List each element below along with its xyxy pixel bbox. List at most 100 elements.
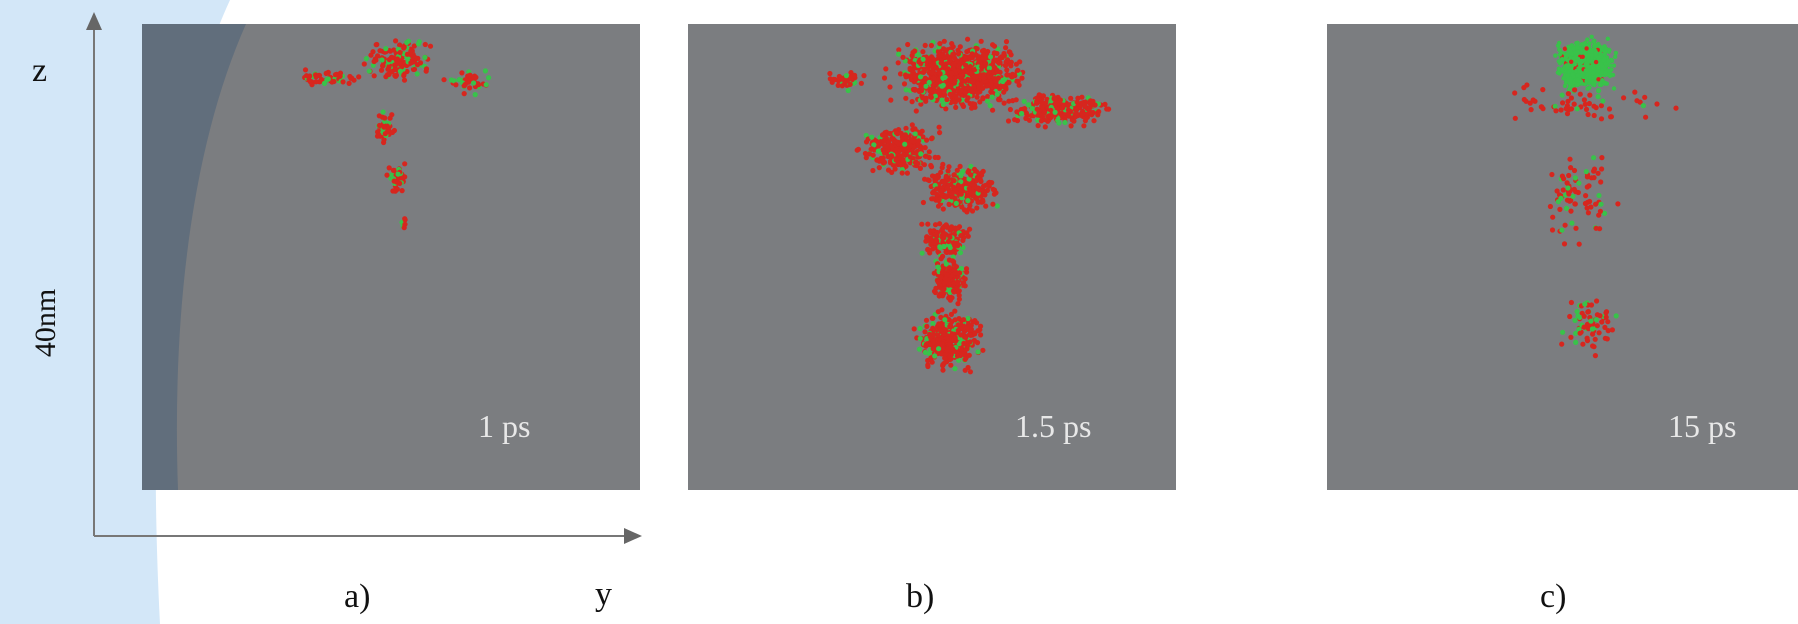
particle xyxy=(1594,298,1600,304)
particle xyxy=(920,49,926,55)
particle xyxy=(969,88,975,94)
particle xyxy=(949,190,955,196)
particle xyxy=(881,138,887,144)
particle xyxy=(401,77,408,83)
particle xyxy=(955,51,962,57)
particle xyxy=(1603,70,1608,76)
particle xyxy=(422,41,428,48)
particle xyxy=(1580,341,1586,347)
particle xyxy=(990,186,996,192)
particle xyxy=(1597,82,1603,88)
particle xyxy=(378,67,385,73)
particle xyxy=(382,115,388,121)
particle xyxy=(1588,318,1594,324)
particle xyxy=(1576,180,1582,186)
particle xyxy=(1591,168,1597,174)
particle xyxy=(942,54,948,60)
particle xyxy=(983,60,989,66)
particle xyxy=(939,165,945,171)
particle xyxy=(376,132,382,138)
particle xyxy=(927,334,933,340)
particle xyxy=(1568,48,1573,53)
particle xyxy=(1039,112,1046,118)
particle xyxy=(869,134,875,140)
particle xyxy=(907,59,913,65)
particle xyxy=(1654,101,1660,107)
particle xyxy=(940,367,946,373)
particle xyxy=(979,64,985,70)
particle xyxy=(987,54,994,60)
particle xyxy=(993,78,999,84)
particle xyxy=(928,54,935,60)
particle xyxy=(981,52,987,58)
particle xyxy=(941,243,947,250)
particles-panel-c xyxy=(1512,34,1679,359)
particle xyxy=(947,249,953,255)
particle xyxy=(1575,56,1581,61)
particle xyxy=(337,70,344,76)
particle xyxy=(986,183,992,189)
particle xyxy=(974,340,981,346)
particle xyxy=(987,103,993,109)
particle xyxy=(943,106,949,112)
particle xyxy=(1559,92,1565,98)
particle xyxy=(1564,197,1571,203)
particle xyxy=(990,107,996,113)
particle xyxy=(1029,106,1035,112)
particle xyxy=(1007,106,1014,113)
particle xyxy=(966,176,972,182)
particle xyxy=(913,108,919,114)
particle xyxy=(1106,106,1112,112)
particle xyxy=(1589,34,1594,39)
particle xyxy=(1102,101,1108,107)
particle xyxy=(986,69,992,75)
particle xyxy=(925,246,931,252)
panel-c-caption: c) xyxy=(1540,578,1567,615)
particle xyxy=(967,332,973,338)
particle xyxy=(441,77,447,83)
particle xyxy=(934,186,940,192)
particle xyxy=(1598,116,1605,122)
particle xyxy=(1555,199,1561,205)
particle xyxy=(1574,308,1580,315)
particle xyxy=(1585,53,1590,58)
particle xyxy=(900,54,906,60)
particle xyxy=(922,42,928,49)
particle xyxy=(952,317,958,323)
particle xyxy=(989,94,995,100)
particle xyxy=(912,131,918,137)
particle xyxy=(1607,47,1612,53)
panel-b-caption: b) xyxy=(906,578,935,615)
particle xyxy=(1585,37,1590,42)
particle xyxy=(1052,109,1058,115)
particle xyxy=(937,244,943,250)
particle xyxy=(972,318,978,324)
particle xyxy=(404,39,410,46)
particle xyxy=(928,94,934,100)
particle xyxy=(933,237,940,243)
particle xyxy=(1090,110,1096,116)
particle xyxy=(1565,98,1571,104)
particle xyxy=(483,82,489,88)
particle xyxy=(1055,117,1061,123)
particle xyxy=(962,57,968,63)
particle xyxy=(983,203,989,209)
particle xyxy=(1592,336,1598,342)
particle xyxy=(939,60,945,66)
particle xyxy=(1565,73,1570,78)
particle xyxy=(985,98,991,104)
particle xyxy=(1060,105,1066,111)
particle xyxy=(941,179,947,185)
particle xyxy=(1599,319,1605,325)
particle xyxy=(954,350,960,356)
particle xyxy=(936,280,942,286)
particle xyxy=(400,61,406,67)
particle xyxy=(885,144,891,150)
particle xyxy=(1073,107,1079,113)
particle xyxy=(969,181,975,187)
particle xyxy=(390,167,397,173)
particle xyxy=(1572,87,1578,93)
particle xyxy=(1557,52,1563,57)
particle xyxy=(870,152,876,158)
particle xyxy=(1553,53,1558,58)
